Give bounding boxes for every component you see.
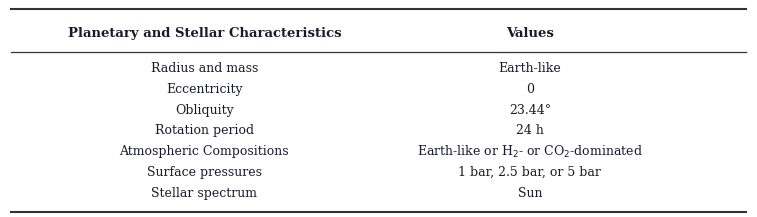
- Text: Obliquity: Obliquity: [175, 104, 234, 117]
- Text: Earth-like: Earth-like: [499, 62, 561, 75]
- Text: Radius and mass: Radius and mass: [151, 62, 258, 75]
- Text: Stellar spectrum: Stellar spectrum: [151, 187, 257, 200]
- Text: Values: Values: [506, 27, 554, 40]
- Text: Rotation period: Rotation period: [155, 124, 254, 137]
- Text: Earth-like or H$_2$- or CO$_2$-dominated: Earth-like or H$_2$- or CO$_2$-dominated: [417, 144, 643, 160]
- Text: 23.44°: 23.44°: [509, 104, 551, 117]
- Text: Surface pressures: Surface pressures: [147, 166, 262, 179]
- Text: 1 bar, 2.5 bar, or 5 bar: 1 bar, 2.5 bar, or 5 bar: [459, 166, 601, 179]
- Text: 24 h: 24 h: [516, 124, 544, 137]
- Text: Sun: Sun: [518, 187, 542, 200]
- Text: Planetary and Stellar Characteristics: Planetary and Stellar Characteristics: [67, 27, 341, 40]
- Text: 0: 0: [526, 83, 534, 96]
- Text: Eccentricity: Eccentricity: [166, 83, 243, 96]
- Text: Atmospheric Compositions: Atmospheric Compositions: [120, 145, 289, 158]
